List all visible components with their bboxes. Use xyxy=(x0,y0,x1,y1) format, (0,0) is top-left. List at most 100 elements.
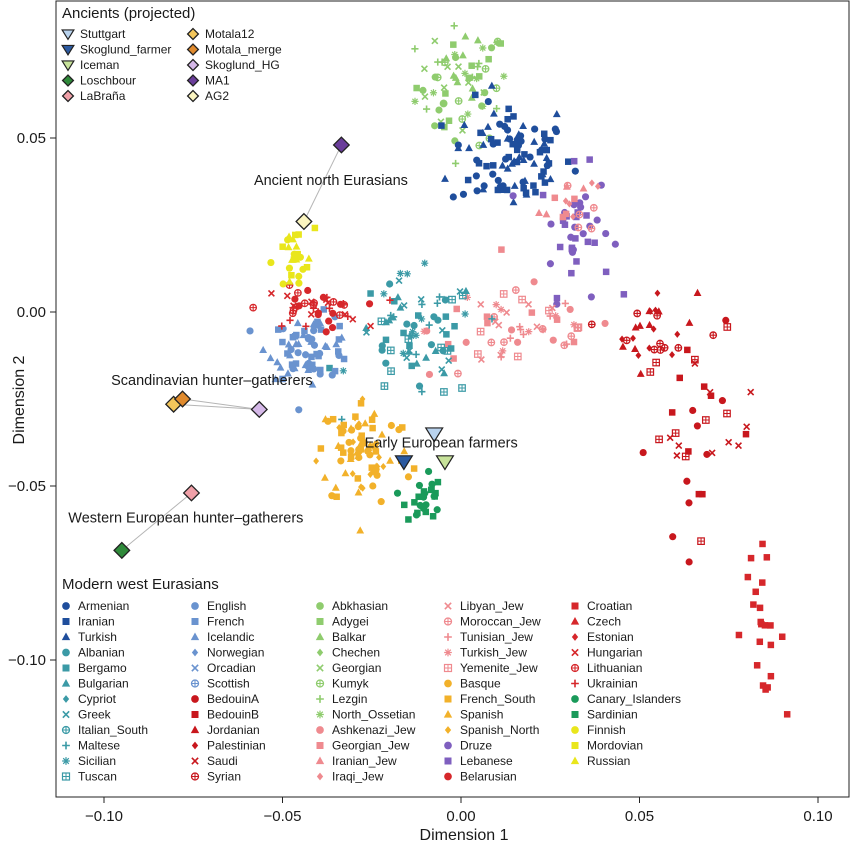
data-point xyxy=(404,473,413,481)
legend-swatch xyxy=(571,633,579,641)
data-point xyxy=(283,292,291,300)
legend-entry-label: BedouinA xyxy=(207,692,259,706)
data-point xyxy=(674,330,681,338)
data-point xyxy=(450,355,457,362)
data-point xyxy=(559,217,567,224)
data-point xyxy=(477,300,485,308)
data-point xyxy=(675,442,683,450)
data-point xyxy=(461,32,470,40)
data-point xyxy=(403,270,411,278)
data-point xyxy=(505,105,512,113)
data-point xyxy=(654,289,661,297)
data-point xyxy=(400,301,408,309)
data-point xyxy=(467,93,476,101)
ancient-point-skoglund-hg xyxy=(250,400,269,419)
legend-entry-label: Turkish_Jew xyxy=(460,646,527,660)
data-point xyxy=(636,369,645,377)
connector-line xyxy=(121,492,192,551)
data-point xyxy=(763,554,771,561)
data-point xyxy=(700,383,708,390)
data-point xyxy=(458,126,466,134)
legend-entry-label: AG2 xyxy=(205,89,229,103)
legend-entry-label: Tuscan xyxy=(78,770,117,784)
data-point xyxy=(431,37,439,45)
data-point xyxy=(685,318,694,326)
data-point xyxy=(288,361,296,368)
data-point xyxy=(310,365,318,373)
data-point xyxy=(335,348,342,355)
data-point xyxy=(440,84,448,92)
data-point xyxy=(369,424,376,432)
data-point xyxy=(669,533,677,541)
data-point xyxy=(668,409,676,416)
data-point xyxy=(453,78,462,86)
data-point xyxy=(540,139,549,147)
data-point xyxy=(356,439,365,447)
data-point xyxy=(357,400,365,407)
legend-entry-label: Bulgarian xyxy=(78,677,129,691)
legend-swatch xyxy=(316,618,324,625)
data-point xyxy=(487,81,496,89)
data-point xyxy=(500,338,508,347)
data-point xyxy=(370,440,379,448)
data-point xyxy=(310,299,319,307)
data-point xyxy=(556,243,564,251)
data-point xyxy=(313,457,320,465)
data-point xyxy=(356,526,365,534)
data-point xyxy=(340,301,349,309)
data-point xyxy=(427,341,435,349)
data-point xyxy=(380,290,388,298)
data-point xyxy=(783,711,791,718)
data-point xyxy=(481,64,490,73)
plot-frame xyxy=(55,0,850,798)
legend-swatch xyxy=(444,757,452,765)
data-point xyxy=(574,209,581,216)
data-point xyxy=(347,447,355,455)
data-point xyxy=(476,327,485,336)
data-point xyxy=(744,573,752,581)
legend-swatch xyxy=(444,679,452,688)
legend-entry-label: Libyan_Jew xyxy=(460,599,524,613)
data-point xyxy=(507,326,516,334)
data-point xyxy=(395,426,403,434)
data-point xyxy=(495,321,503,329)
data-point xyxy=(443,331,450,338)
data-point xyxy=(573,213,580,221)
data-point xyxy=(477,129,484,137)
data-point xyxy=(380,462,387,471)
data-point xyxy=(458,115,467,123)
legend-swatch xyxy=(444,772,452,781)
data-point xyxy=(301,327,308,335)
data-point xyxy=(295,279,303,287)
data-point xyxy=(266,353,275,362)
data-point xyxy=(503,186,511,194)
legend-background xyxy=(57,2,289,106)
ancient-points-layer xyxy=(113,136,455,560)
legend-background xyxy=(57,570,687,796)
data-point xyxy=(481,89,489,97)
data-point xyxy=(474,36,482,44)
legend-swatch xyxy=(316,695,324,703)
data-point xyxy=(501,122,509,131)
data-point xyxy=(444,340,452,348)
data-point xyxy=(413,84,420,92)
data-point xyxy=(504,115,511,123)
data-point xyxy=(635,351,642,359)
data-point xyxy=(473,187,481,195)
data-point xyxy=(352,414,358,422)
data-point xyxy=(284,243,293,251)
data-point xyxy=(328,324,337,332)
data-point xyxy=(747,388,755,396)
data-point xyxy=(468,84,477,92)
legend-swatch xyxy=(61,678,71,687)
data-point xyxy=(494,186,502,194)
data-point xyxy=(339,427,347,435)
data-point xyxy=(441,174,449,182)
data-point xyxy=(396,303,405,311)
legend-entry-label: Belarusian xyxy=(460,770,517,784)
data-point xyxy=(331,367,339,375)
data-point xyxy=(511,286,520,294)
data-point xyxy=(622,336,631,345)
data-point xyxy=(391,298,398,305)
